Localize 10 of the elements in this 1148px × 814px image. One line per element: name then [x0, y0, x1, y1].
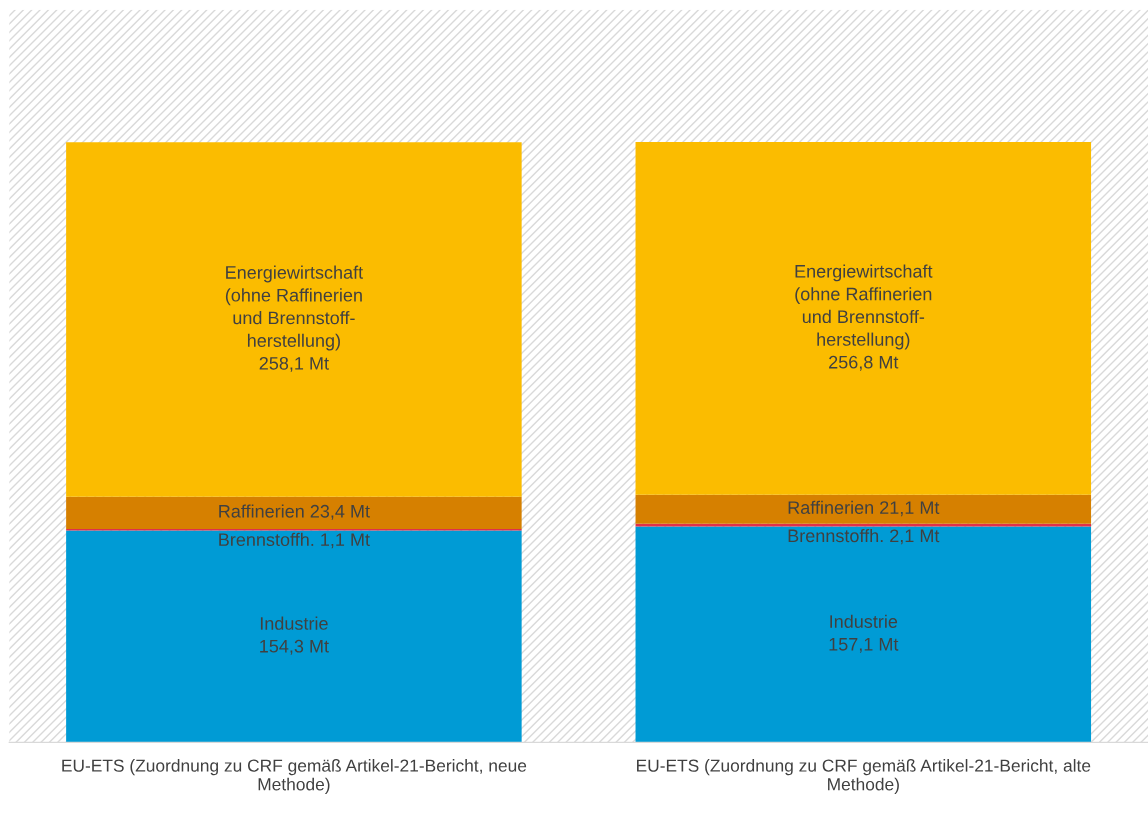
x-tick-label: EU-ETS (Zuordnung zu CRF gemäß Artikel-21-Bericht, alte Methode): [637, 759, 1091, 794]
data-label: Brennstoffh. 1,1 Mt: [219, 532, 370, 549]
data-label: Industrie 154,3 Mt: [260, 616, 329, 655]
data-label: Brennstoffh. 2,1 Mt: [788, 528, 940, 545]
data-label: Industrie 157,1 Mt: [829, 614, 899, 653]
x-tick-label: EU-ETS (Zuordnung zu CRF gemäß Artikel-21-Bericht, neue Methode): [62, 759, 527, 794]
data-label: Raffinerien 23,4 Mt: [219, 504, 370, 520]
data-label: Energiewirtschaft (ohne Raffinerien und Brennstoff- herstellung) 256,8 Mt: [795, 264, 933, 371]
data-label: Energiewirtschaft (ohne Raffinerien und Brennstoff- herstellung) 258,1 Mt: [225, 265, 363, 372]
data-label: Raffinerien 21,1 Mt: [788, 500, 940, 517]
